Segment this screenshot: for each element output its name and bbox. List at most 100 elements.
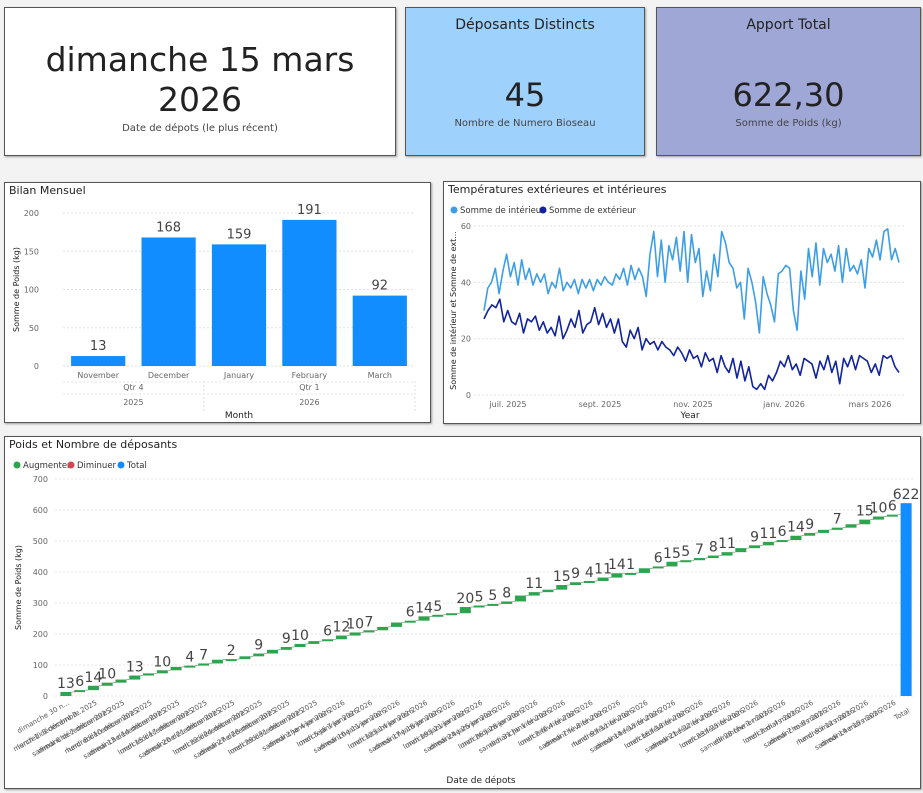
wf-increase-bar: [129, 675, 141, 680]
kpi-latest-date-label: Date de dépots (le plus récent): [122, 123, 278, 134]
wf-increase-bar: [115, 679, 127, 683]
wf-data-label: 13: [57, 676, 75, 692]
temperature-chart-panel[interactable]: Températures extérieures et intérieures …: [443, 181, 921, 424]
wf-data-label: 15: [856, 504, 874, 520]
wf-data-label: 9: [282, 631, 291, 647]
wf-data-label: 4: [185, 650, 194, 666]
kpi-total-weight-card[interactable]: Apport Total 622,30 Somme de Poids (kg): [656, 7, 921, 156]
bar-quarter-label: Qtr 4: [123, 383, 143, 392]
wf-increase-bar: [170, 666, 182, 671]
wf-x-tick: Total: [892, 707, 911, 723]
wf-increase-bar: [390, 622, 402, 627]
bar-y-tick: 150: [24, 247, 39, 256]
kpi-total-weight-title: Apport Total: [746, 17, 831, 33]
wf-data-label: 10: [346, 616, 364, 632]
wf-increase-bar: [542, 589, 554, 593]
kpi-total-weight-value: 622,30: [732, 76, 845, 114]
wf-increase-bar: [693, 558, 706, 561]
bar-x-tick: March: [368, 371, 392, 380]
wf-increase-bar: [570, 582, 582, 586]
wf-increase-bar: [225, 659, 237, 662]
wf-increase-bar: [707, 555, 719, 559]
bar-year-label: 2025: [123, 398, 143, 407]
wf-data-label: 11: [525, 576, 543, 592]
bar-march: [352, 295, 407, 366]
wf-increase-bar: [583, 580, 595, 583]
wf-data-label: 20: [456, 591, 474, 607]
wf-data-label: 1: [626, 557, 635, 573]
wf-legend-label-2: Total: [126, 461, 147, 471]
wf-increase-bar: [804, 532, 816, 536]
line-y-tick: 20: [461, 335, 471, 344]
wf-data-label: 10: [153, 654, 171, 670]
kpi-depositors-card[interactable]: Déposants Distincts 45 Nombre de Numero …: [405, 7, 645, 156]
wf-increase-bar: [308, 641, 320, 644]
legend-label-1: Somme de extérieur: [549, 205, 637, 216]
wf-increase-bar: [459, 607, 471, 614]
bar-y-tick: 200: [24, 209, 39, 218]
kpi-latest-date-line2: 2026: [158, 80, 242, 119]
wf-data-label: 4: [585, 565, 594, 581]
wf-data-label: 6: [888, 499, 897, 515]
wf-increase-bar: [294, 643, 306, 648]
wf-data-label: 6: [323, 623, 332, 639]
bar-x-tick: November: [77, 371, 119, 380]
wf-increase-bar: [817, 529, 829, 533]
wf-legend-marker-2: [117, 461, 125, 469]
wf-data-label: 10: [98, 667, 116, 683]
bar-quarter-label: Qtr 1: [299, 383, 319, 392]
wf-data-label: 9: [805, 517, 814, 533]
temperature-chart-title: Températures extérieures et intérieures: [448, 183, 667, 196]
wf-increase-bar: [87, 685, 99, 691]
wf-increase-bar: [556, 585, 568, 590]
wf-legend-marker-0: [13, 461, 21, 469]
wf-increase-bar: [266, 649, 279, 654]
line-x-tick: janv. 2026: [762, 400, 805, 409]
waterfall-chart-panel[interactable]: Poids et Nombre de déposants Augmenter Di…: [4, 436, 921, 789]
wf-legend-label-0: Augmenter: [23, 461, 71, 471]
wf-increase-bar: [377, 626, 389, 631]
wf-data-label: 15: [553, 569, 571, 585]
wf-increase-bar: [514, 595, 526, 602]
monthly-chart-title: Bilan Mensuel: [9, 184, 86, 197]
legend-marker-0: [450, 206, 458, 214]
bar-y-axis-title: Somme de Poids (kg): [12, 247, 21, 332]
wf-data-label: 622: [893, 487, 919, 503]
line-x-tick: juil. 2025: [488, 400, 526, 409]
wf-data-label: 5: [488, 588, 497, 604]
kpi-depositors-label: Nombre de Numero Bioseau: [454, 118, 596, 129]
line-series-interior: [483, 227, 900, 334]
monthly-chart-panel[interactable]: Bilan Mensuel 0 50 100 150 200 Somme de Poids…: [4, 182, 431, 423]
wf-increase-bar: [74, 690, 86, 693]
wf-increase-bar: [418, 616, 430, 621]
wf-increase-bar: [845, 524, 857, 528]
waterfall-chart: Augmenter Diminuer Total 0 100 200 300 400 500 60…: [12, 461, 919, 786]
bar-x-axis-title: Month: [225, 411, 253, 421]
wf-increase-bar: [404, 620, 416, 623]
bar-y-tick: 50: [29, 324, 39, 333]
line-x-tick: sept. 2025: [579, 400, 622, 409]
wf-y-tick: 500: [33, 537, 48, 546]
bar-data-label: 168: [156, 220, 181, 235]
bar-data-label: 92: [372, 279, 389, 294]
legend-marker-1: [539, 206, 547, 214]
wf-data-label: 2: [227, 643, 236, 659]
wf-data-label: 9: [571, 566, 580, 582]
wf-data-label: 8: [502, 585, 511, 601]
kpi-latest-date-card[interactable]: dimanche 15 mars 2026 Date de dépots (le…: [4, 7, 396, 156]
wf-increase-bar: [156, 670, 168, 674]
line-y-tick: 0: [466, 391, 471, 400]
wf-increase-bar: [239, 656, 251, 660]
kpi-depositors-title: Déposants Distincts: [455, 17, 595, 33]
wf-increase-bar: [528, 592, 540, 596]
bar-x-tick: December: [148, 371, 190, 380]
wf-increase-bar: [625, 572, 637, 575]
wf-y-tick: 700: [33, 475, 48, 484]
wf-increase-bar: [762, 541, 774, 546]
bar-x-tick: January: [223, 371, 255, 380]
wf-increase-bar: [446, 613, 458, 616]
bar-y-tick: 0: [34, 362, 39, 371]
wf-increase-bar: [611, 573, 623, 578]
wf-data-label: 7: [695, 542, 704, 558]
wf-data-label: 6: [75, 674, 84, 690]
